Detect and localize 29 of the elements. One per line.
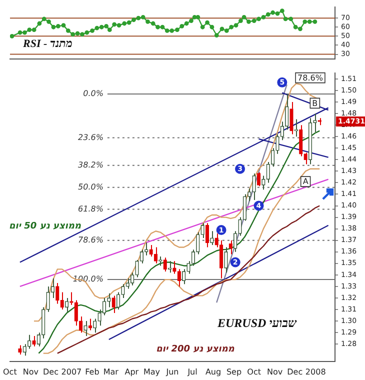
- annotation: 78.6%: [78, 235, 104, 244]
- annotation: 61.8%: [78, 204, 104, 214]
- annotation: 23.6%: [78, 132, 104, 142]
- annotation: 50.0%: [78, 182, 104, 192]
- annotation: RSI - מתנד: [22, 38, 72, 50]
- x-tick-label: Aug: [205, 367, 222, 376]
- annotation: B: [312, 98, 318, 108]
- x-tick-label: Dec: [42, 367, 58, 376]
- x-tick-label: 2007: [61, 367, 82, 376]
- x-tick-label: Oct: [2, 367, 17, 376]
- annotation: 0.0%: [83, 89, 104, 98]
- annotation: EURUSD שבועי: [216, 316, 297, 330]
- x-tick-label: Nov: [266, 367, 283, 376]
- x-tick-label: 2008: [305, 367, 326, 376]
- annotation: A: [302, 177, 309, 186]
- x-tick-label: Oct: [247, 367, 261, 376]
- text: ממוצע נע 200 יום: [156, 344, 235, 355]
- x-tick-label: Sep: [226, 367, 242, 376]
- x-tick-label: Jul: [186, 367, 198, 376]
- x-tick-label: Dec: [287, 367, 303, 376]
- annotation: 38.2%: [78, 160, 104, 170]
- text: ממוצע נע 50 יום: [9, 221, 82, 232]
- x-tick-label: Apr: [124, 367, 140, 376]
- annotation: 78.6%: [298, 73, 324, 82]
- x-tick-label: Jun: [165, 367, 179, 376]
- x-tick-label: Feb: [85, 367, 100, 376]
- x-tick-label: Mar: [103, 367, 120, 376]
- x-tick-label: May: [143, 367, 160, 376]
- x-tick-label: Nov: [22, 367, 39, 376]
